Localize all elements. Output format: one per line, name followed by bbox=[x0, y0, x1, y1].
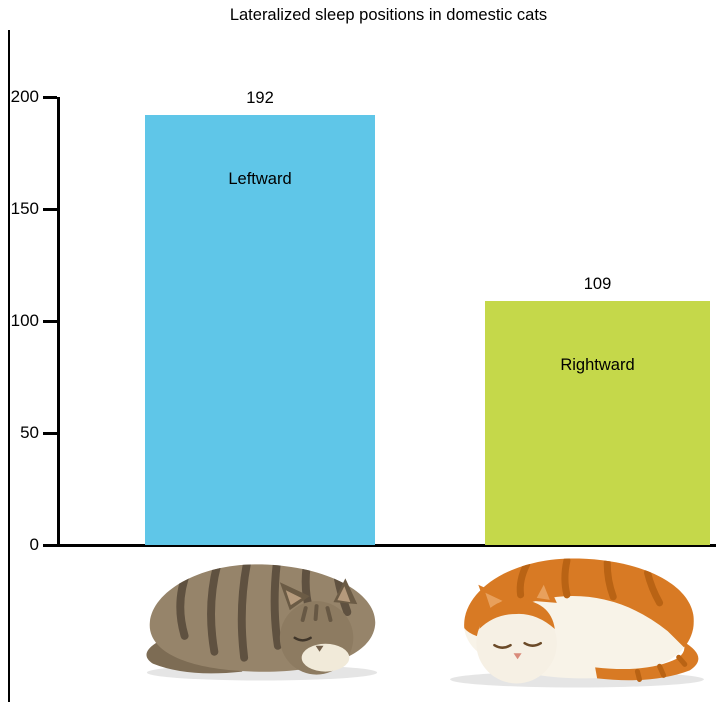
plot-area: 0 50 100 150 200 192 Leftward 109 Rightward bbox=[11, 87, 716, 554]
y-tick-mark bbox=[43, 95, 57, 99]
chart-title: Lateralized sleep positions in domestic … bbox=[229, 6, 548, 24]
y-tick-mark bbox=[43, 543, 57, 547]
y-axis-line bbox=[57, 97, 60, 545]
y-tick-label: 150 bbox=[10, 199, 39, 218]
bar-value-label: 109 bbox=[583, 275, 612, 293]
y-tick-mark bbox=[43, 319, 57, 323]
bar-category-label: Rightward bbox=[560, 356, 635, 374]
tabby-cat-image bbox=[146, 564, 378, 681]
y-tick-label: 100 bbox=[10, 311, 39, 330]
x-axis-baseline bbox=[57, 543, 716, 547]
y-tick-mark bbox=[43, 207, 57, 211]
bar-leftward: 192 Leftward bbox=[145, 89, 375, 545]
bar-value-label: 192 bbox=[246, 89, 274, 107]
bar-category-label: Leftward bbox=[228, 170, 292, 188]
y-tick-label: 200 bbox=[10, 87, 39, 106]
y-tick-label: 0 bbox=[29, 535, 39, 554]
bar-rightward: 109 Rightward bbox=[485, 275, 710, 545]
figure-left-border bbox=[8, 30, 10, 702]
orange-cat-image bbox=[450, 558, 704, 688]
y-tick-label: 50 bbox=[20, 423, 39, 442]
y-tick-mark bbox=[43, 431, 57, 435]
